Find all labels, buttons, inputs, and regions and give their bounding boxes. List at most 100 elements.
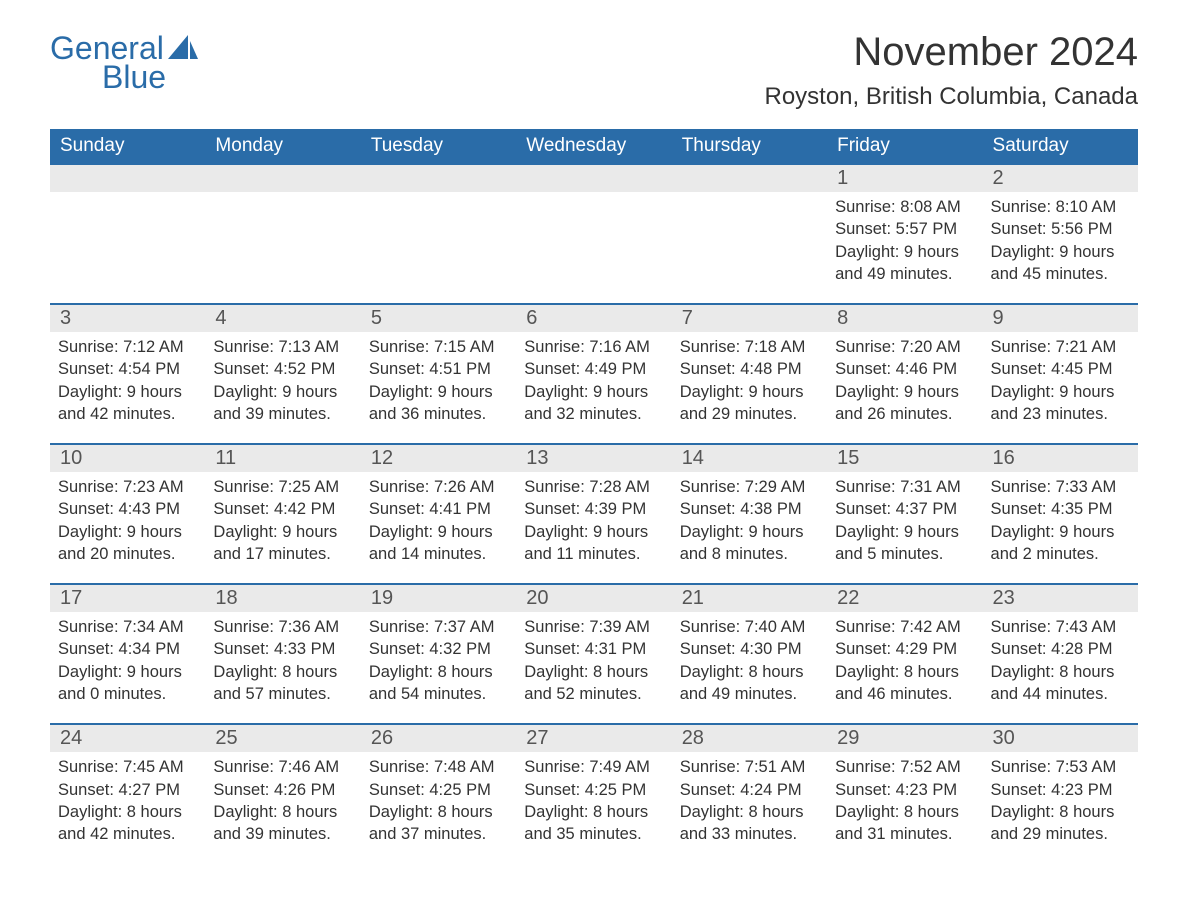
sunrise-line: Sunrise: 7:49 AM (524, 756, 663, 778)
daylight-line-2: and 32 minutes. (524, 403, 663, 425)
day-number: 23 (983, 585, 1138, 612)
day-cell: 26Sunrise: 7:48 AMSunset: 4:25 PMDayligh… (361, 724, 516, 863)
day-number: 4 (205, 305, 360, 332)
day-body: Sunrise: 7:34 AMSunset: 4:34 PMDaylight:… (50, 612, 205, 723)
daylight-line-1: Daylight: 9 hours (369, 381, 508, 403)
day-cell: 15Sunrise: 7:31 AMSunset: 4:37 PMDayligh… (827, 444, 982, 584)
daylight-line-1: Daylight: 9 hours (524, 521, 663, 543)
day-body (672, 192, 827, 292)
daylight-line-1: Daylight: 9 hours (835, 521, 974, 543)
day-number: 10 (50, 445, 205, 472)
daylight-line-2: and 8 minutes. (680, 543, 819, 565)
day-cell: 16Sunrise: 7:33 AMSunset: 4:35 PMDayligh… (983, 444, 1138, 584)
day-number: 28 (672, 725, 827, 752)
sunset-line: Sunset: 4:26 PM (213, 779, 352, 801)
sunset-line: Sunset: 4:37 PM (835, 498, 974, 520)
sunrise-line: Sunrise: 7:31 AM (835, 476, 974, 498)
daylight-line-2: and 45 minutes. (991, 263, 1130, 285)
daylight-line-1: Daylight: 9 hours (835, 381, 974, 403)
day-number: 9 (983, 305, 1138, 332)
sunset-line: Sunset: 4:43 PM (58, 498, 197, 520)
day-header: Tuesday (361, 129, 516, 164)
day-header: Friday (827, 129, 982, 164)
day-number-bar: 3 (50, 305, 205, 332)
day-cell: 20Sunrise: 7:39 AMSunset: 4:31 PMDayligh… (516, 584, 671, 724)
sunrise-line: Sunrise: 7:45 AM (58, 756, 197, 778)
sunset-line: Sunset: 4:24 PM (680, 779, 819, 801)
day-header: Thursday (672, 129, 827, 164)
sunrise-line: Sunrise: 7:26 AM (369, 476, 508, 498)
day-cell: 29Sunrise: 7:52 AMSunset: 4:23 PMDayligh… (827, 724, 982, 863)
day-number: 25 (205, 725, 360, 752)
sunset-line: Sunset: 4:33 PM (213, 638, 352, 660)
day-number-bar: 23 (983, 585, 1138, 612)
day-number-bar: 16 (983, 445, 1138, 472)
day-number-bar: 11 (205, 445, 360, 472)
day-cell: 14Sunrise: 7:29 AMSunset: 4:38 PMDayligh… (672, 444, 827, 584)
daylight-line-1: Daylight: 8 hours (680, 801, 819, 823)
daylight-line-1: Daylight: 8 hours (991, 801, 1130, 823)
day-number-bar: 19 (361, 585, 516, 612)
logo: General Blue (50, 30, 198, 96)
daylight-line-1: Daylight: 9 hours (991, 241, 1130, 263)
sunrise-line: Sunrise: 7:37 AM (369, 616, 508, 638)
logo-sail-icon (168, 46, 198, 63)
daylight-line-1: Daylight: 8 hours (369, 801, 508, 823)
sunset-line: Sunset: 4:23 PM (991, 779, 1130, 801)
sunrise-line: Sunrise: 7:34 AM (58, 616, 197, 638)
sunrise-line: Sunrise: 7:46 AM (213, 756, 352, 778)
day-number-bar: 26 (361, 725, 516, 752)
day-number-bar: 20 (516, 585, 671, 612)
sunrise-line: Sunrise: 7:23 AM (58, 476, 197, 498)
day-body: Sunrise: 7:40 AMSunset: 4:30 PMDaylight:… (672, 612, 827, 723)
daylight-line-1: Daylight: 8 hours (835, 801, 974, 823)
sunrise-line: Sunrise: 7:51 AM (680, 756, 819, 778)
day-number-bar: . (361, 165, 516, 192)
day-cell: 4Sunrise: 7:13 AMSunset: 4:52 PMDaylight… (205, 304, 360, 444)
daylight-line-2: and 0 minutes. (58, 683, 197, 705)
day-number-bar: 1 (827, 165, 982, 192)
day-body (205, 192, 360, 292)
day-body: Sunrise: 7:28 AMSunset: 4:39 PMDaylight:… (516, 472, 671, 583)
day-number-bar: 28 (672, 725, 827, 752)
day-body: Sunrise: 7:31 AMSunset: 4:37 PMDaylight:… (827, 472, 982, 583)
day-body: Sunrise: 7:39 AMSunset: 4:31 PMDaylight:… (516, 612, 671, 723)
daylight-line-2: and 42 minutes. (58, 403, 197, 425)
daylight-line-2: and 46 minutes. (835, 683, 974, 705)
daylight-line-1: Daylight: 8 hours (524, 801, 663, 823)
day-header-row: SundayMondayTuesdayWednesdayThursdayFrid… (50, 129, 1138, 164)
daylight-line-1: Daylight: 9 hours (524, 381, 663, 403)
day-number-bar: . (516, 165, 671, 192)
calendar-table: SundayMondayTuesdayWednesdayThursdayFrid… (50, 129, 1138, 863)
daylight-line-2: and 35 minutes. (524, 823, 663, 845)
sunrise-line: Sunrise: 7:29 AM (680, 476, 819, 498)
daylight-line-1: Daylight: 9 hours (58, 381, 197, 403)
day-body: Sunrise: 7:15 AMSunset: 4:51 PMDaylight:… (361, 332, 516, 443)
day-body: Sunrise: 7:37 AMSunset: 4:32 PMDaylight:… (361, 612, 516, 723)
daylight-line-2: and 5 minutes. (835, 543, 974, 565)
day-number: 20 (516, 585, 671, 612)
day-body: Sunrise: 7:46 AMSunset: 4:26 PMDaylight:… (205, 752, 360, 863)
day-cell: 30Sunrise: 7:53 AMSunset: 4:23 PMDayligh… (983, 724, 1138, 863)
day-cell: 22Sunrise: 7:42 AMSunset: 4:29 PMDayligh… (827, 584, 982, 724)
day-number: 30 (983, 725, 1138, 752)
daylight-line-1: Daylight: 8 hours (369, 661, 508, 683)
day-cell: 1Sunrise: 8:08 AMSunset: 5:57 PMDaylight… (827, 164, 982, 304)
day-number-bar: 14 (672, 445, 827, 472)
day-body: Sunrise: 7:53 AMSunset: 4:23 PMDaylight:… (983, 752, 1138, 863)
sunrise-line: Sunrise: 7:42 AM (835, 616, 974, 638)
day-number: 24 (50, 725, 205, 752)
day-number: 1 (827, 165, 982, 192)
day-cell: . (516, 164, 671, 304)
sunrise-line: Sunrise: 7:28 AM (524, 476, 663, 498)
daylight-line-1: Daylight: 9 hours (213, 381, 352, 403)
daylight-line-2: and 49 minutes. (680, 683, 819, 705)
day-body: Sunrise: 7:33 AMSunset: 4:35 PMDaylight:… (983, 472, 1138, 583)
daylight-line-2: and 2 minutes. (991, 543, 1130, 565)
day-number-bar: 2 (983, 165, 1138, 192)
sunset-line: Sunset: 4:34 PM (58, 638, 197, 660)
daylight-line-2: and 39 minutes. (213, 823, 352, 845)
daylight-line-2: and 29 minutes. (680, 403, 819, 425)
day-number-bar: . (205, 165, 360, 192)
day-body: Sunrise: 7:13 AMSunset: 4:52 PMDaylight:… (205, 332, 360, 443)
